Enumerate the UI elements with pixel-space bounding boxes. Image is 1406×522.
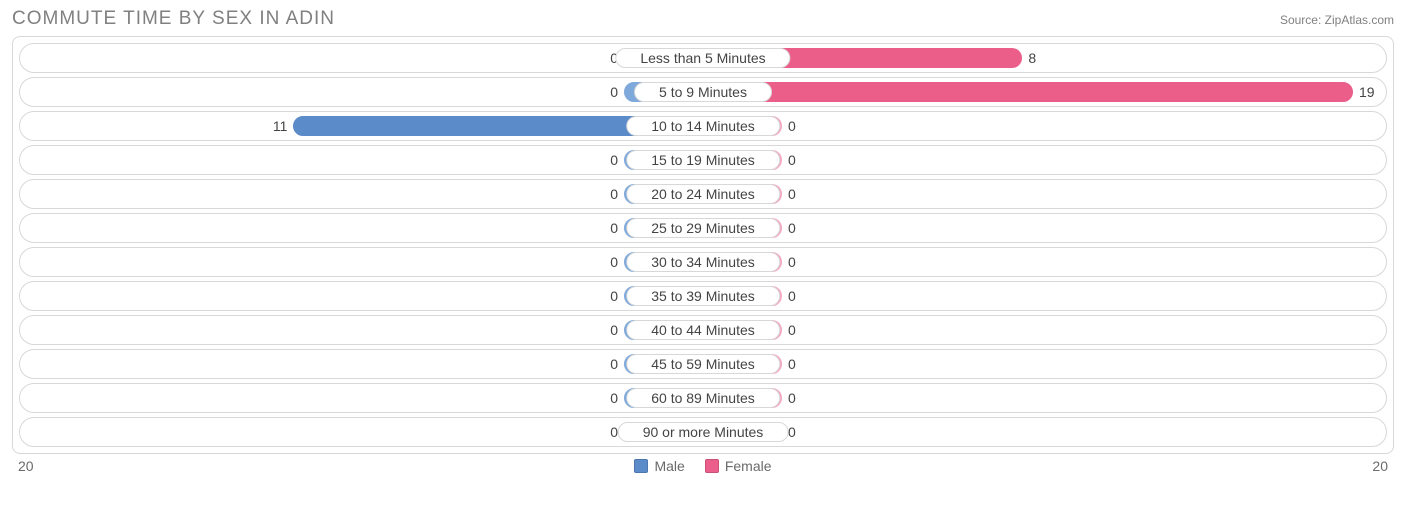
male-value: 0 bbox=[610, 186, 618, 202]
male-value: 0 bbox=[610, 152, 618, 168]
category-label: 45 to 59 Minutes bbox=[626, 354, 780, 374]
female-value: 0 bbox=[788, 186, 796, 202]
category-label: 10 to 14 Minutes bbox=[626, 116, 780, 136]
female-value: 0 bbox=[788, 322, 796, 338]
legend: Male Female bbox=[634, 458, 771, 474]
chart-container: COMMUTE TIME BY SEX IN ADIN Source: ZipA… bbox=[0, 0, 1406, 522]
female-bar: 19 bbox=[703, 81, 1354, 103]
male-half: 0 bbox=[24, 387, 703, 409]
chart-title: COMMUTE TIME BY SEX IN ADIN bbox=[12, 8, 335, 30]
female-half: 0 bbox=[703, 285, 1382, 307]
chart-row: 0195 to 9 Minutes bbox=[19, 77, 1387, 107]
male-value: 0 bbox=[610, 84, 618, 100]
female-value: 0 bbox=[788, 390, 796, 406]
category-label: 60 to 89 Minutes bbox=[626, 388, 780, 408]
female-value: 0 bbox=[788, 118, 796, 134]
female-half: 0 bbox=[703, 319, 1382, 341]
legend-item-female: Female bbox=[705, 458, 772, 474]
male-half: 0 bbox=[24, 353, 703, 375]
female-value: 0 bbox=[788, 424, 796, 440]
male-half: 0 bbox=[24, 183, 703, 205]
female-half: 0 bbox=[703, 183, 1382, 205]
male-half: 0 bbox=[24, 251, 703, 273]
female-half: 0 bbox=[703, 149, 1382, 171]
male-half: 0 bbox=[24, 285, 703, 307]
male-half: 0 bbox=[24, 47, 703, 69]
axis-max-left: 20 bbox=[18, 458, 34, 474]
male-half: 11 bbox=[24, 115, 703, 137]
chart-row: 0 0 45 to 59 Minutes bbox=[19, 349, 1387, 379]
female-half: 0 bbox=[703, 115, 1382, 137]
female-half: 0 bbox=[703, 217, 1382, 239]
category-label: 20 to 24 Minutes bbox=[626, 184, 780, 204]
category-label: 30 to 34 Minutes bbox=[626, 252, 780, 272]
male-value: 0 bbox=[610, 322, 618, 338]
chart-row: 0 0 20 to 24 Minutes bbox=[19, 179, 1387, 209]
female-value: 19 bbox=[1359, 84, 1375, 100]
category-label: 25 to 29 Minutes bbox=[626, 218, 780, 238]
male-value: 11 bbox=[273, 118, 288, 134]
chart-row: 0 090 or more Minutes bbox=[19, 417, 1387, 447]
chart-row: 0 0 60 to 89 Minutes bbox=[19, 383, 1387, 413]
swatch-male bbox=[634, 459, 648, 473]
female-half: 19 bbox=[703, 81, 1382, 103]
category-label: 90 or more Minutes bbox=[618, 422, 789, 442]
female-half: 0 bbox=[703, 387, 1382, 409]
chart-row: 0 8 Less than 5 Minutes bbox=[19, 43, 1387, 73]
male-value: 0 bbox=[610, 390, 618, 406]
legend-label-female: Female bbox=[725, 458, 772, 474]
female-half: 0 bbox=[703, 353, 1382, 375]
swatch-female bbox=[705, 459, 719, 473]
chart-footer: 20 Male Female 20 bbox=[12, 454, 1394, 474]
male-half: 0 bbox=[24, 421, 703, 443]
female-value: 0 bbox=[788, 288, 796, 304]
male-value: 0 bbox=[610, 220, 618, 236]
female-value: 0 bbox=[788, 152, 796, 168]
category-label: 15 to 19 Minutes bbox=[626, 150, 780, 170]
category-label: Less than 5 Minutes bbox=[615, 48, 790, 68]
female-half: 0 bbox=[703, 421, 1382, 443]
category-label: 40 to 44 Minutes bbox=[626, 320, 780, 340]
legend-item-male: Male bbox=[634, 458, 684, 474]
axis-max-right: 20 bbox=[1372, 458, 1388, 474]
female-half: 0 bbox=[703, 251, 1382, 273]
chart-header: COMMUTE TIME BY SEX IN ADIN Source: ZipA… bbox=[12, 8, 1394, 30]
chart-row: 0 0 25 to 29 Minutes bbox=[19, 213, 1387, 243]
male-value: 0 bbox=[610, 254, 618, 270]
chart-row: 0 0 40 to 44 Minutes bbox=[19, 315, 1387, 345]
male-value: 0 bbox=[610, 288, 618, 304]
chart-row: 0 0 15 to 19 Minutes bbox=[19, 145, 1387, 175]
category-label: 5 to 9 Minutes bbox=[634, 82, 772, 102]
male-half: 0 bbox=[24, 217, 703, 239]
legend-label-male: Male bbox=[654, 458, 684, 474]
male-value: 0 bbox=[610, 356, 618, 372]
chart-row: 11 0 10 to 14 Minutes bbox=[19, 111, 1387, 141]
chart-body: 08Less than 5 Minutes0195 to 9 Minutes11… bbox=[12, 36, 1394, 454]
female-half: 8 bbox=[703, 47, 1382, 69]
female-value: 0 bbox=[788, 254, 796, 270]
male-half: 0 bbox=[24, 149, 703, 171]
category-label: 35 to 39 Minutes bbox=[626, 286, 780, 306]
chart-source: Source: ZipAtlas.com bbox=[1280, 13, 1394, 27]
female-value: 0 bbox=[788, 220, 796, 236]
chart-row: 0 0 35 to 39 Minutes bbox=[19, 281, 1387, 311]
male-half: 0 bbox=[24, 319, 703, 341]
male-half: 0 bbox=[24, 81, 703, 103]
female-value: 8 bbox=[1028, 50, 1036, 66]
female-value: 0 bbox=[788, 356, 796, 372]
chart-row: 0 0 30 to 34 Minutes bbox=[19, 247, 1387, 277]
